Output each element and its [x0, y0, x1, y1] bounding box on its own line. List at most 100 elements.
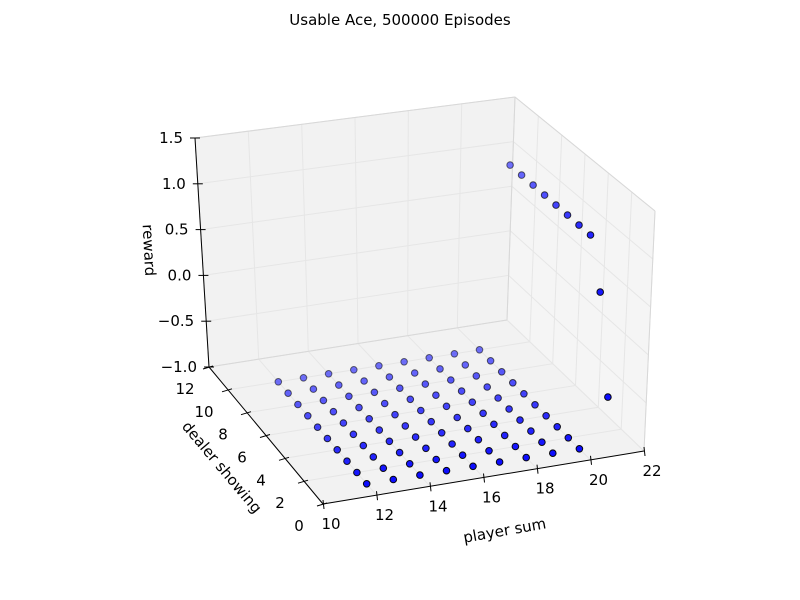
data-point	[517, 171, 526, 179]
data-point	[563, 211, 572, 219]
data-point	[497, 368, 506, 376]
data-point	[436, 365, 444, 373]
data-point	[575, 221, 583, 229]
data-point	[442, 466, 451, 475]
data-point	[505, 405, 513, 413]
x-tick-label: 14	[428, 497, 447, 515]
data-point	[511, 442, 520, 451]
data-point	[365, 415, 374, 423]
z-axis-line	[194, 137, 210, 368]
data-point	[370, 388, 379, 397]
y-tick-mark	[297, 479, 309, 484]
x-tick-label: 18	[535, 480, 554, 498]
data-point	[549, 449, 557, 458]
data-point	[495, 458, 504, 466]
data-point	[447, 376, 455, 384]
data-point	[385, 373, 394, 381]
data-point	[553, 423, 562, 431]
data-point	[389, 475, 398, 484]
data-point	[323, 434, 332, 443]
data-point	[432, 391, 440, 400]
data-point	[359, 441, 368, 450]
x-tick-label: 20	[589, 471, 608, 489]
data-point	[396, 384, 404, 393]
data-point	[421, 380, 430, 388]
data-point	[604, 393, 612, 401]
z-tick-label: 1.5	[159, 129, 183, 147]
data-point	[319, 396, 328, 405]
side-pane	[507, 97, 655, 451]
data-point	[350, 366, 358, 374]
pane-edge	[514, 96, 656, 212]
data-point	[486, 357, 495, 365]
data-point	[411, 433, 420, 441]
data-point	[522, 453, 531, 462]
data-point	[516, 416, 524, 424]
data-point	[500, 431, 509, 440]
data-point	[406, 395, 415, 404]
y-tick-label: 6	[237, 449, 247, 467]
data-point	[457, 387, 466, 395]
pane-edge	[643, 210, 656, 452]
data-point	[432, 455, 441, 464]
data-point	[294, 400, 302, 409]
data-point	[405, 460, 414, 468]
x-tick-label: 10	[321, 515, 340, 533]
data-point	[395, 448, 404, 457]
data-point	[422, 444, 430, 453]
pane-edge	[506, 96, 516, 321]
pane-edge	[208, 319, 508, 368]
data-point	[329, 407, 338, 416]
data-point	[369, 453, 378, 461]
y-tick-mark	[240, 411, 252, 416]
data-point	[442, 402, 451, 411]
tick-labels: 10 12 14 16 18 20 22024681012−1.0−0.50.00.51.0…	[158, 129, 662, 535]
data-point	[520, 390, 528, 398]
data-point	[479, 409, 487, 418]
data-point	[345, 392, 353, 401]
axes-panes	[195, 97, 655, 504]
data-point	[596, 288, 605, 296]
x-tick-mark	[376, 491, 378, 501]
data-points	[274, 161, 612, 488]
data-point	[490, 420, 498, 429]
x-axis-label: player sum	[462, 514, 548, 546]
pane-edge	[194, 96, 516, 139]
data-point	[494, 394, 502, 402]
data-point	[472, 372, 481, 380]
z-axis-label: reward	[139, 224, 160, 277]
y-tick-label: 10	[194, 403, 213, 421]
data-point	[339, 419, 348, 427]
x-tick-mark	[483, 473, 485, 483]
data-point	[468, 398, 477, 407]
data-point	[437, 429, 446, 437]
data-point	[417, 406, 425, 415]
data-point	[529, 181, 537, 189]
data-point	[309, 385, 318, 393]
data-point	[360, 377, 368, 385]
data-point	[575, 445, 584, 453]
y-tick-label: 12	[175, 380, 194, 398]
data-point	[453, 413, 462, 422]
data-point	[458, 451, 467, 460]
back-pane	[195, 97, 515, 367]
data-point	[335, 381, 343, 389]
data-point	[464, 424, 472, 433]
x-tick-mark	[536, 464, 539, 474]
data-point	[448, 440, 456, 448]
data-point	[379, 464, 388, 473]
data-point	[355, 403, 363, 412]
data-point	[284, 389, 292, 398]
data-point	[538, 438, 546, 447]
x-tick-label: 22	[642, 462, 661, 480]
data-point	[586, 231, 595, 239]
data-point	[362, 480, 371, 488]
y-tick-label: 8	[218, 426, 228, 444]
z-tick-label: −0.5	[158, 312, 194, 330]
y-tick-mark	[259, 434, 271, 438]
data-point	[299, 374, 308, 382]
data-point	[324, 370, 333, 378]
y-tick-label: 4	[256, 471, 266, 489]
